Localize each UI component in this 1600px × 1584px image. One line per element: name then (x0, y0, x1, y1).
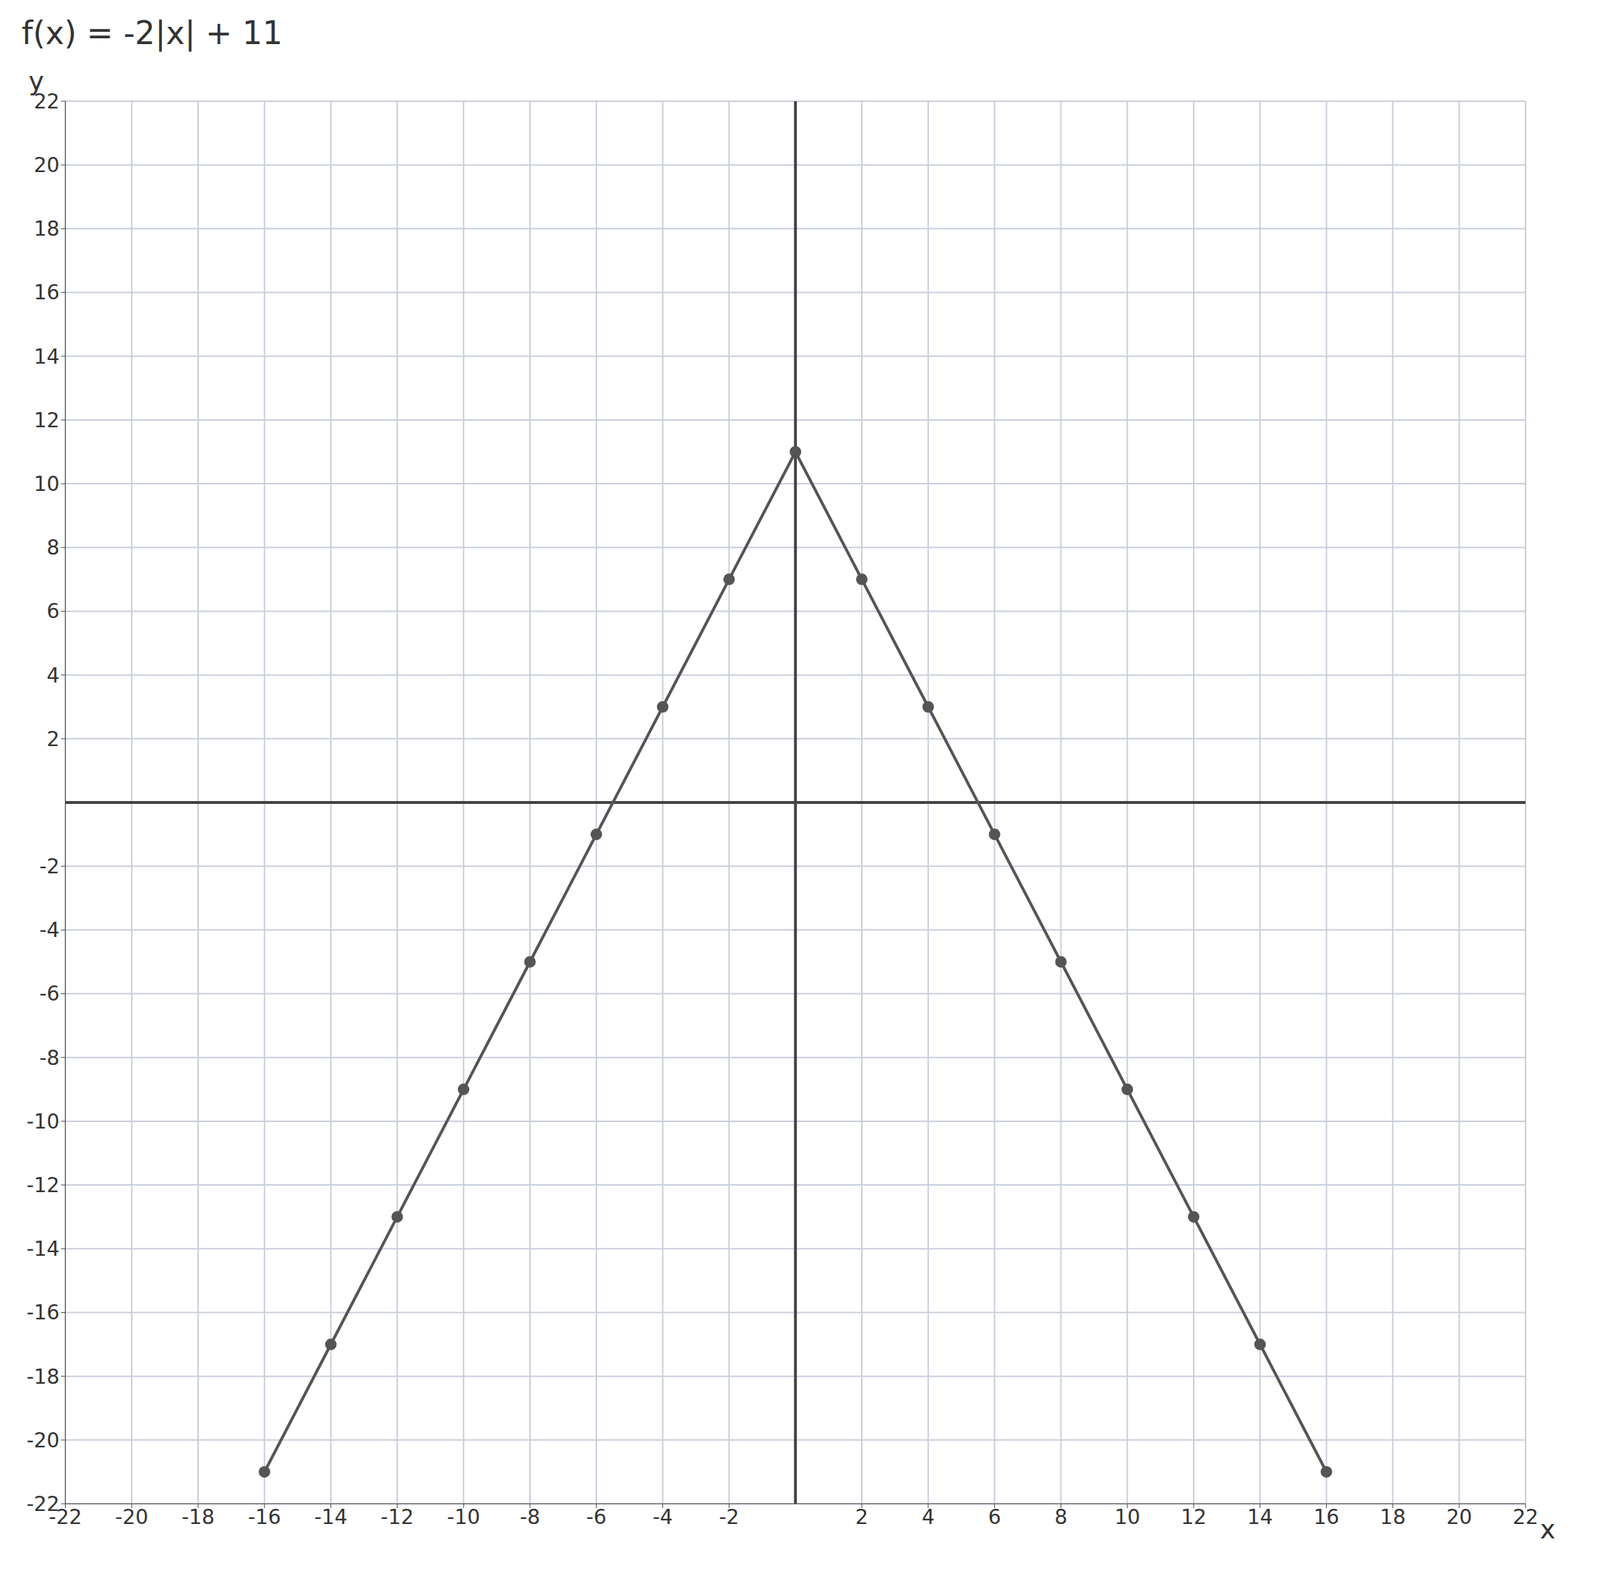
svg-text:-12: -12 (26, 1173, 61, 1198)
svg-text:-14: -14 (314, 1505, 348, 1530)
svg-text:x: x (1539, 1514, 1556, 1545)
svg-text:-8: -8 (519, 1505, 541, 1530)
svg-text:-18: -18 (181, 1505, 215, 1530)
svg-text:8: 8 (1054, 1505, 1068, 1530)
svg-text:12: 12 (1180, 1505, 1207, 1530)
svg-text:20: 20 (33, 153, 61, 178)
svg-text:20: 20 (1446, 1505, 1473, 1530)
svg-text:-8: -8 (39, 1046, 60, 1071)
html-text:f(x) = -2|x| + 11: f(x) = -2|x| + 11 (21, 14, 283, 52)
svg-text:16: 16 (33, 280, 61, 305)
svg-text:-22: -22 (26, 1492, 61, 1517)
svg-text:4: 4 (921, 1505, 935, 1530)
svg-text:4: 4 (46, 663, 61, 688)
svg-text:10: 10 (33, 472, 61, 496)
svg-text:6: 6 (46, 599, 61, 624)
svg-text:18: 18 (33, 216, 61, 241)
svg-text:-10: -10 (26, 1109, 61, 1134)
svg-text:-20: -20 (114, 1505, 149, 1530)
svg-text:-2: -2 (718, 1505, 739, 1530)
svg-text:-10: -10 (446, 1505, 481, 1530)
svg-text:-4: -4 (652, 1505, 674, 1530)
svg-text:6: 6 (988, 1505, 1002, 1530)
svg-text:16: 16 (1313, 1505, 1340, 1530)
svg-text:y: y (28, 66, 45, 97)
svg-text:22: 22 (33, 89, 60, 114)
svg-text:-2: -2 (39, 854, 60, 879)
svg-text:12: 12 (33, 408, 61, 433)
svg-text:-6: -6 (586, 1505, 607, 1530)
svg-text:22: 22 (1512, 1505, 1539, 1530)
svg-text:2: 2 (855, 1505, 869, 1530)
svg-text:-4: -4 (39, 918, 60, 943)
svg-text:-18: -18 (26, 1365, 61, 1389)
svg-text:8: 8 (46, 535, 61, 560)
svg-text:14: 14 (33, 344, 61, 369)
svg-text:-22: -22 (48, 1505, 82, 1530)
svg-text:-16: -16 (26, 1300, 61, 1325)
svg-text:-14: -14 (26, 1237, 61, 1261)
svg-text:18: 18 (1380, 1505, 1407, 1530)
svg-text:-16: -16 (247, 1505, 282, 1530)
svg-text:-12: -12 (381, 1505, 415, 1530)
svg-text:-20: -20 (26, 1428, 61, 1453)
svg-text:-6: -6 (39, 981, 60, 1006)
svg-text:14: 14 (1247, 1505, 1274, 1530)
svg-text:10: 10 (1114, 1505, 1141, 1530)
svg-text:2: 2 (46, 727, 61, 752)
